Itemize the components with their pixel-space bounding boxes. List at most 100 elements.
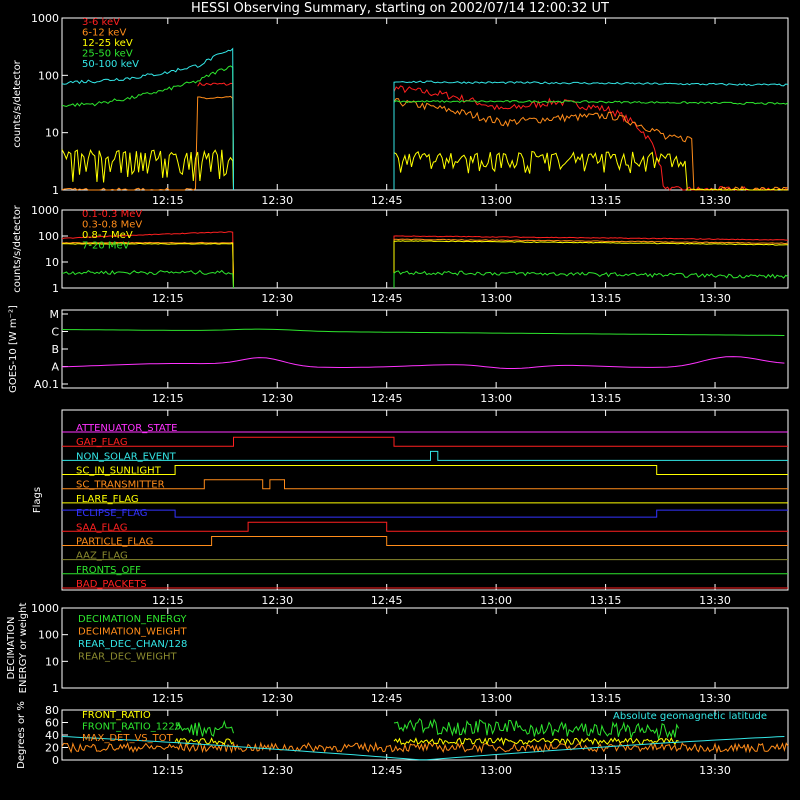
high_energy-ytick-label-3: 1000: [31, 204, 59, 217]
flags-frame: [61, 409, 789, 591]
low_energy-legend-2: 12-25 keV: [82, 38, 133, 49]
goes-xtick-label-2: 12:45: [371, 392, 403, 405]
decimation-xtick-label-2: 12:45: [371, 692, 403, 705]
decimation-xtick-label-5: 13:30: [699, 692, 731, 705]
low_energy-legend-3: 25-50 keV: [82, 49, 133, 60]
low_energy-series-0-before: [197, 81, 234, 191]
high_energy-xtick-label-0: 12:15: [152, 292, 184, 305]
low_energy-legend-4: 50-100 keV: [82, 59, 139, 70]
flags-label-3: SC_IN_SUNLIGHT: [76, 466, 162, 477]
high_energy-series-0-before: [61, 231, 234, 289]
high_energy-legend-2: 0.8-7 MeV: [82, 230, 133, 241]
goes-ytick-label-4: M: [50, 308, 60, 321]
decimation-legend-1: DECIMATION_WEIGHT: [78, 627, 187, 638]
ratios-ytick-label-3: 60: [45, 717, 59, 730]
ratios-ylabel: Degrees or %: [16, 701, 27, 769]
ratios-ytick-label-1: 20: [45, 742, 59, 755]
high_energy-series-1-after: [393, 238, 789, 288]
ratios-series-1-win-0: [174, 719, 234, 737]
ratios-series-0-win-1: [393, 736, 679, 746]
flags-xtick-label-1: 12:30: [261, 594, 293, 607]
goes-frame: [61, 309, 789, 389]
goes-ylabel: GOES-10 [W m⁻²]: [8, 305, 19, 393]
flags-xtick-label-4: 13:15: [590, 594, 622, 607]
flags-series-7: [62, 521, 788, 532]
ratios-ytick-label-0: 0: [52, 754, 59, 767]
ratios-series-1-win-1: [393, 717, 680, 741]
low_energy-ytick-label-3: 1000: [31, 12, 59, 25]
flags-xtick-label-0: 12:15: [152, 594, 184, 607]
decimation-ytick-label-2: 100: [38, 629, 59, 642]
decimation-ylabel-1: DECIMATION: [6, 616, 17, 679]
high_energy-series-0-after: [393, 235, 788, 288]
low_energy-series-3-before: [61, 65, 234, 191]
high_energy-series-1-before: [61, 241, 234, 289]
high_energy-legend-3: 7-20 MeV: [82, 241, 130, 252]
low_energy-xtick-label-2: 12:45: [371, 194, 403, 207]
high_energy-series-3-after: [393, 270, 789, 288]
ratios-annotation: Absolute geomagnetic latitude: [613, 711, 767, 722]
low_energy-xtick-label-4: 13:15: [590, 194, 622, 207]
flags-series-8: [62, 536, 788, 546]
high_energy-legend-0: 0.1-0.3 MeV: [82, 209, 142, 220]
ratios-geomag-latitude: [61, 736, 785, 761]
flags-label-7: SAA_FLAG: [76, 522, 127, 533]
decimation-ytick-label-1: 10: [45, 655, 59, 668]
flags-xtick-label-2: 12:45: [371, 594, 403, 607]
flags-label-4: SC_TRANSMITTER: [76, 480, 165, 491]
flags-series-2: [62, 450, 788, 461]
high_energy-xtick-label-5: 13:30: [699, 292, 731, 305]
low_energy-ytick-label-0: 1: [52, 184, 59, 197]
flags-label-8: PARTICLE_FLAG: [76, 536, 153, 547]
ratios-xtick-label-0: 12:15: [152, 764, 184, 777]
flags-label-5: FLARE_FLAG: [76, 494, 139, 505]
high_energy-xtick-label-4: 13:15: [590, 292, 622, 305]
goes-xtick-label-3: 13:00: [480, 392, 512, 405]
ratios-legend-0: FRONT_RATIO: [82, 710, 151, 721]
high_energy-xtick-label-1: 12:30: [261, 292, 293, 305]
decimation-ylabel-2: ENERGY or weight: [18, 603, 29, 694]
low_energy-xtick-label-5: 13:30: [699, 194, 731, 207]
flags-label-6: ECLIPSE_FLAG: [76, 508, 147, 519]
flags-label-10: FRONTS_OFF: [76, 565, 141, 576]
flags-xtick-label-5: 13:30: [699, 594, 731, 607]
low_energy-series-1-before: [61, 95, 234, 191]
flags-label-11: BAD_PACKETS: [76, 579, 147, 590]
goes-xtick-label-4: 13:15: [590, 392, 622, 405]
high_energy-series-2-after: [393, 240, 789, 288]
goes-series-0: [61, 328, 785, 336]
high_energy-ylabel: counts/s/detector: [12, 204, 23, 292]
high_energy-ytick-label-0: 1: [52, 282, 59, 295]
decimation-ytick-label-0: 1: [52, 682, 59, 695]
low_energy-ytick-label-2: 100: [38, 69, 59, 82]
low_energy-xtick-label-1: 12:30: [261, 194, 293, 207]
low_energy-series-4-after: [393, 80, 789, 190]
ratios-xtick-label-2: 12:45: [371, 764, 403, 777]
goes-series-1: [61, 356, 785, 369]
low_energy-series-4-before: [61, 47, 234, 191]
low_energy-legend-1: 6-12 keV: [82, 28, 126, 39]
high_energy-xtick-label-3: 13:00: [480, 292, 512, 305]
ratios-xtick-label-4: 13:15: [590, 764, 622, 777]
low_energy-xtick-label-0: 12:15: [152, 194, 184, 207]
decimation-xtick-label-4: 13:15: [590, 692, 622, 705]
goes-ytick-label-0: A0.1: [34, 378, 59, 391]
ratios-series-0-win-0: [174, 737, 234, 746]
ratios-series-2: [61, 741, 789, 754]
high_energy-frame: [61, 209, 789, 289]
goes-ytick-label-3: C: [51, 326, 59, 339]
low_energy-series-2-before: [61, 149, 234, 191]
decimation-ytick-label-3: 1000: [31, 602, 59, 615]
flags-label-1: GAP_FLAG: [76, 437, 128, 448]
ratios-xtick-label-5: 13:30: [699, 764, 731, 777]
high_energy-ytick-label-1: 10: [45, 256, 59, 269]
goes-xtick-label-1: 12:30: [261, 392, 293, 405]
goes-ytick-label-2: B: [51, 343, 59, 356]
low_energy-frame: [61, 17, 789, 191]
decimation-frame: [61, 607, 789, 689]
goes-xtick-label-5: 13:30: [699, 392, 731, 405]
low_energy-legend-0: 3-6 keV: [82, 17, 120, 28]
flags-label-2: NON_SOLAR_EVENT: [76, 451, 177, 462]
low_energy-series-2-after: [393, 150, 789, 191]
